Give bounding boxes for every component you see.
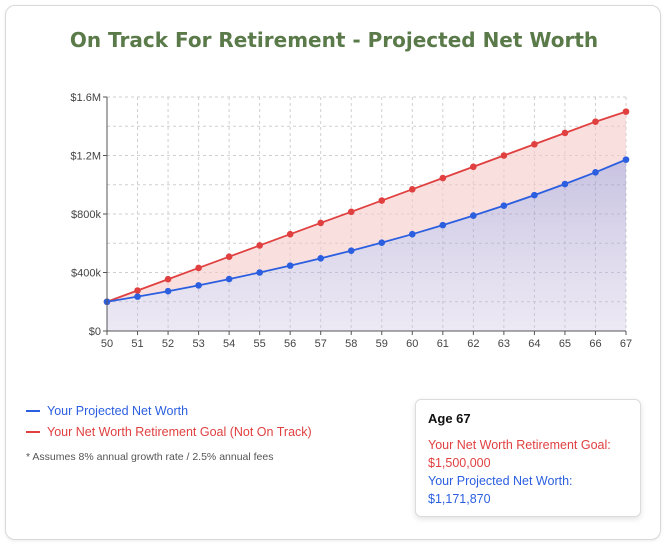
x-tick-label: 52	[162, 338, 174, 350]
x-tick-label: 63	[498, 338, 510, 350]
tooltip-header: Age 67	[428, 411, 471, 426]
x-tick-label: 65	[559, 338, 571, 350]
point-goal	[592, 118, 599, 126]
point-projected	[164, 287, 172, 295]
y-tick-label: $1.6M	[70, 92, 101, 104]
point-projected	[256, 269, 263, 276]
assumption-note: * Assumes 8% annual growth rate / 2.5% a…	[26, 451, 274, 463]
line-goal	[106, 110, 627, 303]
point-goal	[470, 163, 477, 171]
legend: Your Projected Net Worth Your Net Worth …	[26, 400, 312, 442]
y-tick-label: $0	[89, 326, 101, 338]
point-goal	[195, 264, 202, 272]
point-projected	[439, 221, 447, 229]
point-goal	[408, 185, 416, 193]
x-tick-label: 62	[467, 338, 479, 350]
tooltip-projected-label: Your Projected Net Worth:	[428, 474, 573, 488]
x-tick-label: 50	[101, 338, 113, 350]
data-points	[103, 108, 630, 306]
x-tick-label: 64	[528, 338, 540, 350]
x-tick-label: 59	[376, 338, 388, 350]
x-tick-label: 55	[254, 338, 266, 350]
point-projected	[286, 262, 294, 269]
series-lines	[106, 110, 627, 303]
x-tick-label: 60	[406, 338, 418, 350]
point-goal	[317, 219, 325, 227]
point-goal	[531, 140, 538, 148]
point-projected	[317, 255, 325, 262]
legend-item-goal[interactable]: Your Net Worth Retirement Goal (Not On T…	[26, 421, 312, 442]
x-tick-label: 51	[131, 338, 143, 350]
point-projected	[195, 282, 202, 289]
tooltip-goal-label: Your Net Worth Retirement Goal:	[428, 438, 611, 452]
point-goal	[134, 287, 141, 294]
point-goal	[500, 152, 508, 159]
x-tick-label: 67	[620, 338, 632, 350]
point-projected	[408, 230, 416, 238]
point-goal	[286, 230, 294, 238]
point-goal	[164, 275, 172, 283]
point-projected	[378, 239, 386, 246]
point-goal	[622, 108, 630, 115]
y-tick-labels: $0 $400k $800k $1.2M $1.6M	[70, 92, 101, 338]
point-goal	[225, 253, 233, 261]
tooltip-goal-value: $1,500,000	[428, 456, 491, 470]
chart-tooltip: Age 67 Your Net Worth Retirement Goal: $…	[415, 399, 641, 517]
point-projected	[134, 293, 141, 300]
legend-item-projected[interactable]: Your Projected Net Worth	[26, 400, 312, 421]
chart-areas	[107, 111, 626, 331]
point-goal	[378, 197, 386, 204]
chart-title: On Track For Retirement - Projected Net …	[69, 28, 599, 52]
legend-swatch-goal	[26, 430, 40, 433]
line-projected	[106, 158, 627, 303]
point-projected	[531, 191, 538, 199]
point-projected	[500, 202, 508, 209]
point-projected	[225, 275, 233, 283]
x-tick-label: 58	[345, 338, 357, 350]
x-tick-label: 54	[223, 338, 235, 350]
y-tick-label: $400k	[71, 268, 101, 280]
point-projected	[622, 156, 630, 163]
y-tick-label: $800k	[71, 209, 101, 221]
area-projected	[107, 159, 626, 331]
x-tick-label: 56	[284, 338, 296, 350]
point-projected	[561, 180, 569, 188]
x-tick-label: 57	[315, 338, 327, 350]
point-goal	[561, 129, 569, 137]
point-goal	[439, 174, 447, 182]
point-projected	[347, 247, 355, 255]
legend-label-goal: Your Net Worth Retirement Goal (Not On T…	[47, 424, 312, 439]
x-tick-label: 61	[437, 338, 449, 350]
point-projected	[470, 212, 477, 219]
x-tick-labels: 50 51 52 53 54 55 56 57 58 59 60 61 62 63 64 65 66 67	[101, 338, 632, 350]
x-tick-label: 53	[192, 338, 204, 350]
x-tick-label: 66	[589, 338, 601, 350]
legend-label-projected: Your Projected Net Worth	[47, 403, 189, 418]
y-tick-label: $1.2M	[70, 151, 101, 163]
point-projected	[592, 169, 599, 176]
legend-swatch-projected	[26, 409, 40, 412]
point-goal	[256, 242, 263, 249]
axes	[103, 96, 627, 335]
tooltip-projected-value: $1,171,870	[428, 492, 491, 506]
point-goal	[347, 208, 355, 216]
